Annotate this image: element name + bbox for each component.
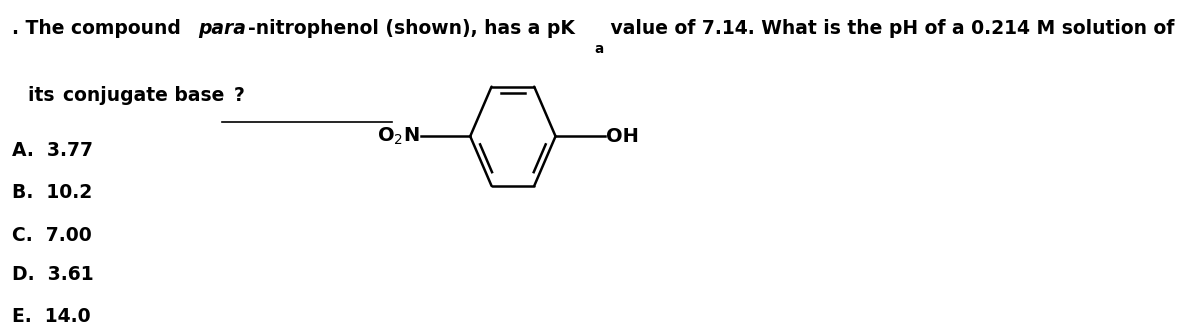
Text: ?: ?: [234, 86, 245, 105]
Text: . The compound: . The compound: [12, 19, 187, 38]
Text: C.  7.00: C. 7.00: [12, 226, 91, 245]
Text: E.  14.0: E. 14.0: [12, 307, 91, 326]
Text: conjugate base: conjugate base: [62, 86, 224, 105]
Text: para: para: [198, 19, 246, 38]
Text: B.  10.2: B. 10.2: [12, 183, 92, 202]
Text: value of 7.14. What is the pH of a 0.214 M solution of: value of 7.14. What is the pH of a 0.214…: [604, 19, 1175, 38]
Text: a: a: [594, 42, 604, 56]
Text: its: its: [28, 86, 61, 105]
Text: A.  3.77: A. 3.77: [12, 141, 94, 160]
Text: O$_2$N: O$_2$N: [377, 126, 419, 147]
Text: OH: OH: [606, 127, 640, 146]
Text: -nitrophenol (shown), has a pK: -nitrophenol (shown), has a pK: [248, 19, 575, 38]
Text: D.  3.61: D. 3.61: [12, 265, 94, 284]
